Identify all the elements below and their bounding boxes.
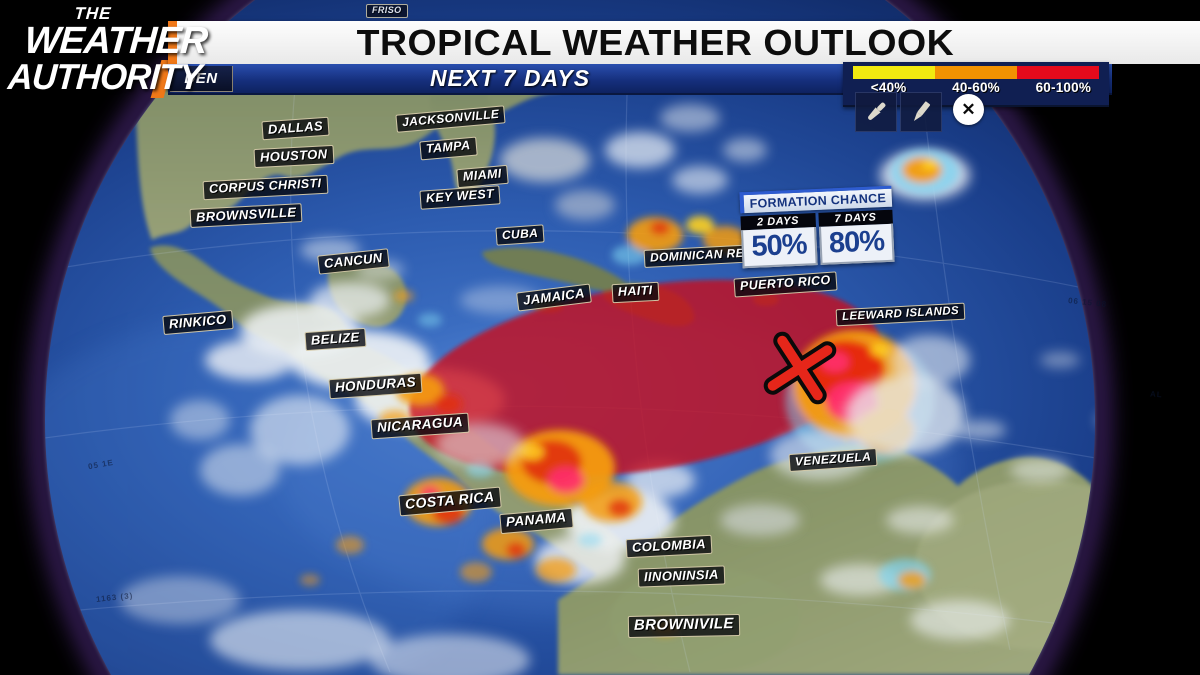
page-title: TROPICAL WEATHER OUTLOOK [356,21,955,63]
legend-color-bar [853,66,1099,79]
legend-labels: <40% 40-60% 60-100% [845,80,1107,95]
subtitle: NEXT 7 DAYS [429,65,591,91]
banner-accent-stripe [168,21,177,64]
logo-authority: AUTHORITY [6,55,203,97]
legend-label: 60-100% [1035,80,1092,95]
close-icon[interactable]: ✕ [953,94,984,125]
marker-icon [913,101,931,122]
legend-color-segment [853,66,935,79]
formation-column: 7 DAYS 80% [817,209,895,265]
legend-color-segment [935,66,1017,79]
formation-columns: 2 DAYS 50% 7 DAYS 80% [740,209,895,269]
formation-chance-panel: FORMATION CHANCE 2 DAYS 50% 7 DAYS 80% [739,185,895,269]
outlook-area [409,279,881,477]
marker-tool-button[interactable] [900,92,942,132]
legend-label: <40% [870,80,907,95]
eyedropper-icon [868,102,886,120]
legend-label: 40-60% [952,80,1000,95]
title-banner: TROPICAL WEATHER OUTLOOK [168,21,1200,64]
legend-color-segment [1017,66,1099,79]
formation-column: 2 DAYS 50% [740,213,818,269]
logo-weather: WEATHER [23,20,209,62]
eyedropper-tool-button[interactable] [855,92,897,132]
formation-percent-value: 50% [741,227,818,269]
toolbar: ✕ [855,92,984,132]
cloud-fringe [435,335,970,480]
formation-percent-value: 80% [818,223,895,265]
station-logo: THE WEATHER AUTHORITY [6,4,214,97]
station-tag: DEN [170,66,233,92]
storm-x-marker[interactable] [763,331,837,405]
